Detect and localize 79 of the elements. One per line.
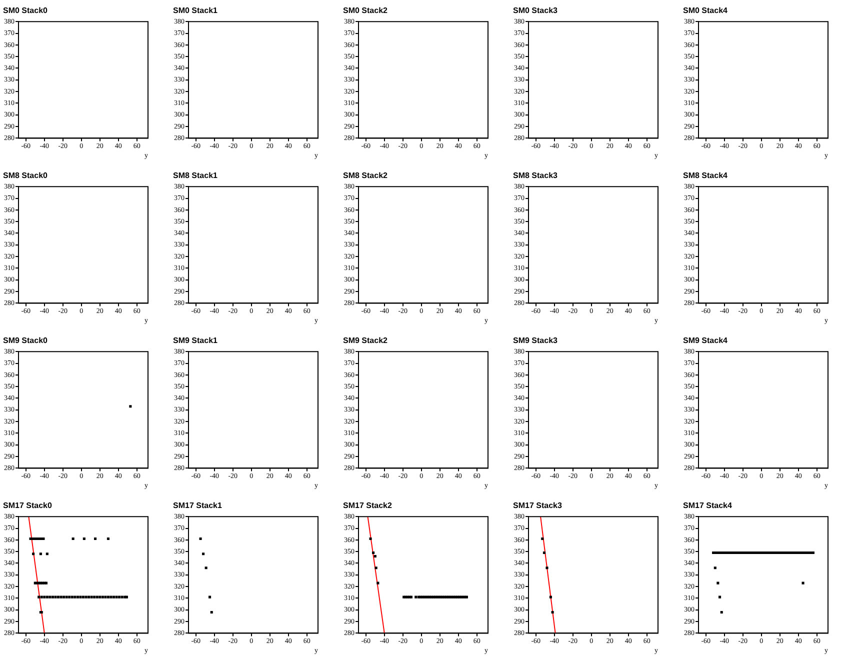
point bbox=[199, 537, 202, 540]
chart-title: SM9 Stack3 bbox=[513, 336, 558, 346]
point bbox=[120, 596, 124, 598]
chart-title: SM9 Stack0 bbox=[3, 336, 48, 346]
point bbox=[32, 552, 35, 556]
chart-title: SM0 Stack3 bbox=[513, 6, 558, 16]
point bbox=[106, 596, 110, 598]
point bbox=[84, 596, 88, 598]
point bbox=[70, 596, 74, 598]
point bbox=[374, 554, 376, 558]
point bbox=[62, 596, 66, 598]
point bbox=[93, 596, 96, 598]
point bbox=[65, 596, 68, 598]
chart-title: SM0 Stack2 bbox=[343, 6, 388, 16]
point bbox=[106, 537, 110, 540]
chart-title: SM9 Stack1 bbox=[173, 336, 218, 346]
point bbox=[40, 596, 43, 598]
chart-title: SM0 Stack4 bbox=[683, 6, 728, 16]
point bbox=[118, 596, 121, 598]
point bbox=[374, 566, 378, 570]
point bbox=[51, 596, 54, 598]
point bbox=[202, 552, 205, 556]
point bbox=[46, 596, 48, 598]
point bbox=[54, 596, 57, 598]
point bbox=[57, 596, 60, 598]
point bbox=[98, 596, 102, 598]
point bbox=[104, 596, 107, 598]
point bbox=[101, 596, 104, 598]
point bbox=[110, 596, 112, 598]
chart-title: SM8 Stack0 bbox=[3, 171, 48, 180]
point bbox=[68, 596, 71, 598]
chart-title: SM17 Stack1 bbox=[173, 501, 222, 510]
chart-title: SM9 Stack4 bbox=[683, 336, 728, 346]
point bbox=[204, 566, 208, 570]
point bbox=[542, 551, 546, 554]
chart-title: SM17 Stack0 bbox=[3, 501, 52, 510]
point bbox=[76, 596, 79, 598]
point bbox=[208, 596, 212, 598]
point bbox=[718, 596, 722, 598]
chart-title: SM17 Stack3 bbox=[513, 501, 562, 510]
point bbox=[82, 596, 85, 598]
point bbox=[115, 596, 118, 598]
point bbox=[74, 596, 76, 598]
chart-title: SM8 Stack3 bbox=[513, 171, 558, 180]
point bbox=[714, 566, 716, 570]
point bbox=[549, 596, 552, 598]
point bbox=[376, 582, 380, 584]
chart-title: SM0 Stack0 bbox=[3, 6, 48, 16]
chart-title: SM8 Stack4 bbox=[683, 171, 728, 180]
point bbox=[79, 596, 82, 598]
point bbox=[369, 537, 372, 540]
point bbox=[210, 610, 213, 614]
chart-title: SM8 Stack1 bbox=[173, 171, 218, 180]
point bbox=[112, 596, 116, 598]
point bbox=[72, 537, 74, 540]
point bbox=[46, 552, 48, 556]
point bbox=[372, 551, 375, 554]
point bbox=[48, 596, 52, 598]
point bbox=[541, 537, 544, 540]
point bbox=[43, 596, 46, 598]
point bbox=[90, 596, 93, 598]
point bbox=[94, 537, 97, 540]
point bbox=[414, 596, 418, 598]
point bbox=[60, 596, 62, 598]
point bbox=[82, 537, 86, 540]
point bbox=[546, 566, 548, 570]
point bbox=[551, 610, 554, 614]
point bbox=[96, 596, 98, 598]
point bbox=[39, 552, 42, 556]
chart-title: SM0 Stack1 bbox=[173, 6, 218, 16]
chart-title: SM17 Stack4 bbox=[683, 501, 732, 510]
point bbox=[716, 582, 720, 584]
point bbox=[88, 596, 90, 598]
point bbox=[720, 610, 723, 614]
chart-title: SM17 Stack2 bbox=[343, 501, 392, 510]
chart-title: SM9 Stack2 bbox=[343, 336, 388, 346]
point bbox=[802, 582, 804, 584]
chart-title: SM8 Stack2 bbox=[343, 171, 388, 180]
point bbox=[38, 596, 40, 598]
